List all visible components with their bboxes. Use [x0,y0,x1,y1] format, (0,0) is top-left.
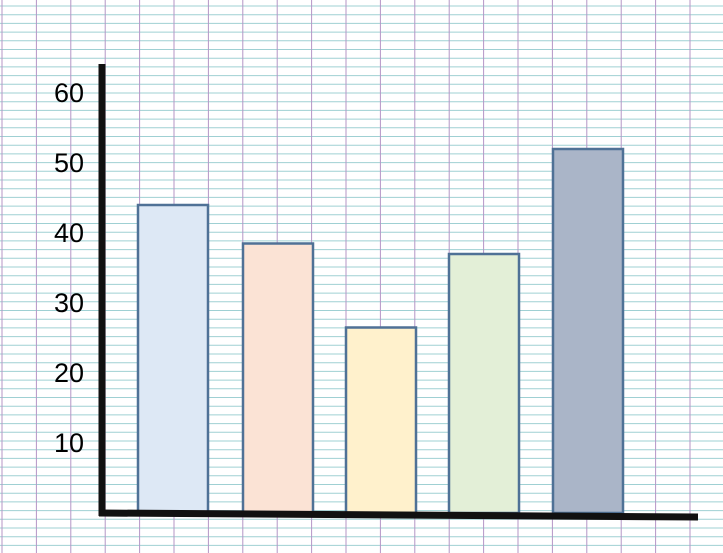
y-tick-label-40: 40 [54,218,84,248]
y-tick-label-50: 50 [54,148,84,178]
bar-1 [136,203,210,515]
bar-4 [447,252,521,515]
y-axis-tick-labels: 10 20 30 40 50 60 [54,78,84,458]
y-tick-label-20: 20 [54,358,84,388]
x-axis-line [98,509,699,521]
bar-series [136,147,625,515]
y-tick-label-60: 60 [54,78,84,108]
y-tick-label-30: 30 [54,288,84,318]
y-tick-label-10: 10 [54,428,84,458]
bar-5 [551,147,625,515]
bar-2 [241,242,315,515]
bar-3 [344,326,418,515]
